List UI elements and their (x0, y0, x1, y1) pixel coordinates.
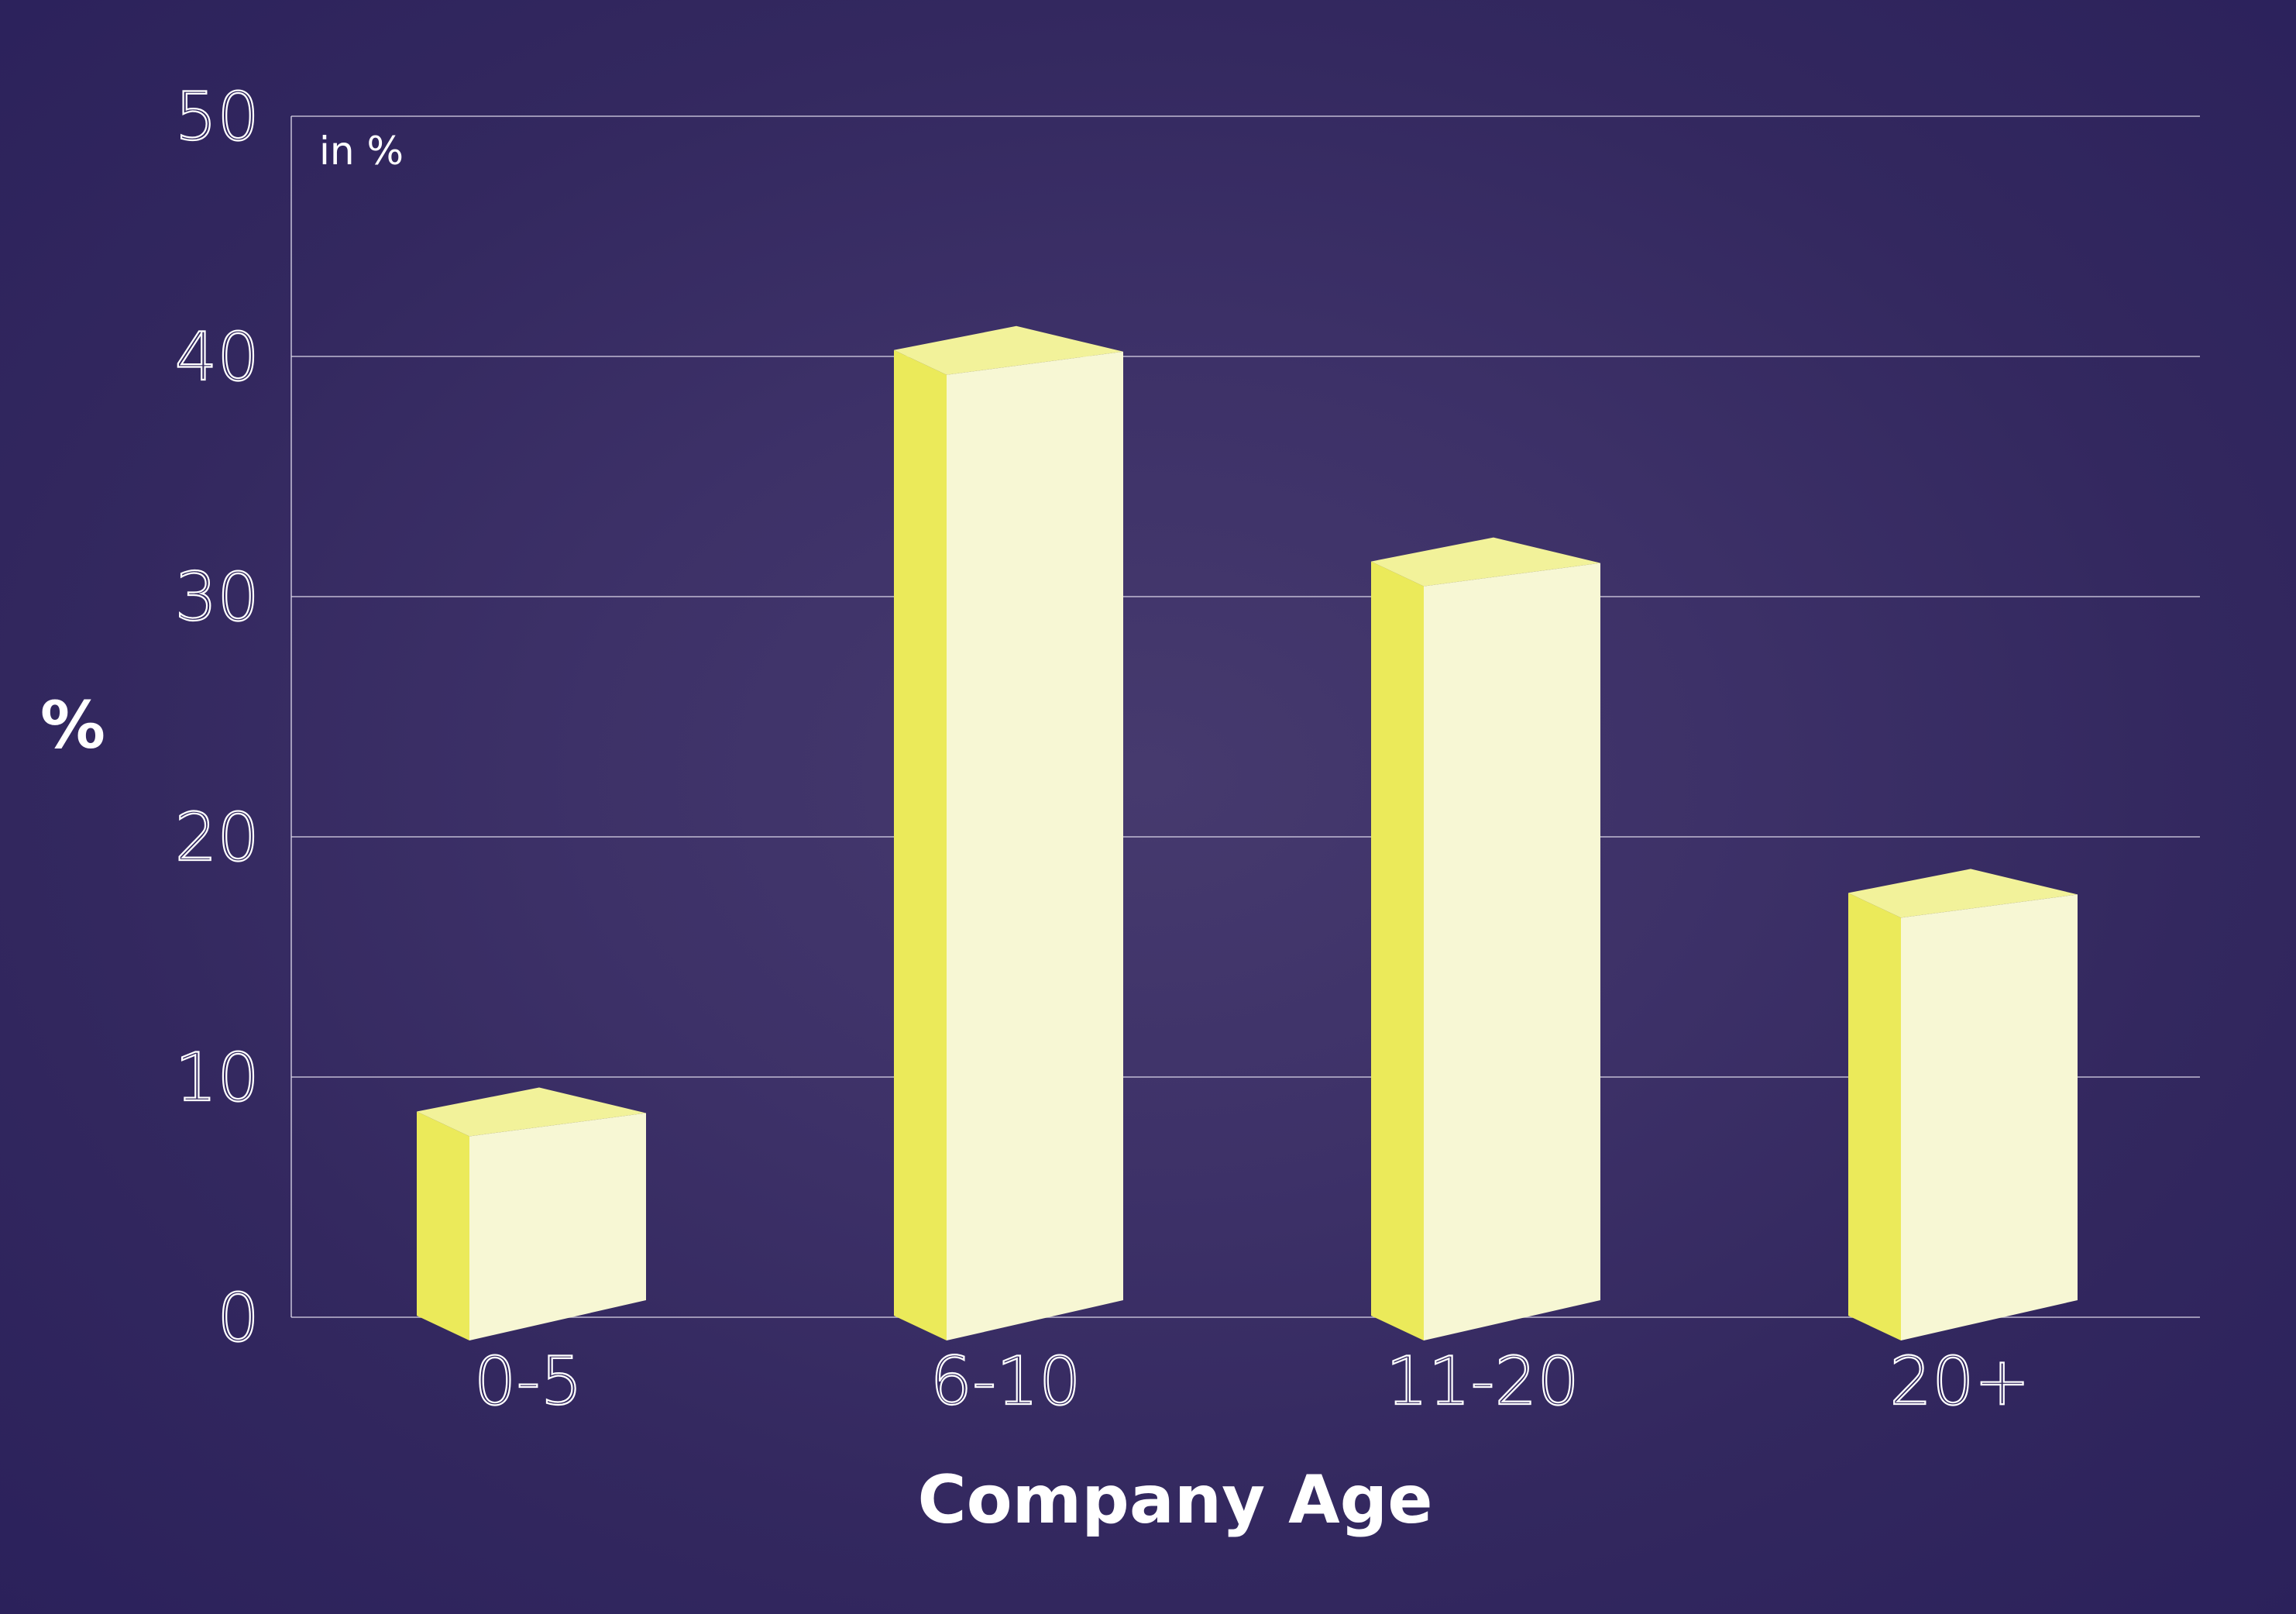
bar-front-face (1424, 563, 1600, 1340)
y-tick-label: 30 (175, 559, 260, 636)
x-tick-label: 20+ (1889, 1343, 2030, 1420)
y-tick-label: 40 (175, 318, 260, 396)
x-tick-labels: 0-5 6-10 11-20 20+ (473, 1342, 2031, 1421)
bar-top-face (1848, 869, 2078, 918)
x-axis-title: Company Age (917, 1461, 1432, 1539)
bar (417, 1087, 646, 1340)
y-tick-label: 10 (175, 1039, 260, 1117)
x-tick-label: 0-5 (474, 1343, 583, 1420)
unit-note: in % (319, 129, 404, 174)
y-tick-labels: 0 10 20 30 40 50 (174, 77, 260, 1358)
x-tick-label: 11-20 (1386, 1343, 1579, 1420)
bar-top-face (894, 325, 1123, 375)
bar (1848, 869, 2078, 1340)
bar-side-face (1371, 561, 1424, 1340)
bar-front-face (947, 351, 1123, 1340)
bar-side-face (417, 1111, 469, 1340)
bar (894, 325, 1123, 1340)
bar-top-face (417, 1087, 646, 1137)
y-tick-label: 50 (175, 78, 260, 156)
bar (1371, 537, 1600, 1340)
bar-side-face (1848, 893, 1901, 1340)
bars (417, 325, 2078, 1340)
bar-front-face (469, 1113, 646, 1340)
gridlines (290, 115, 2200, 1318)
x-tick-label: 6-10 (930, 1343, 1081, 1420)
y-tick-label: 20 (175, 799, 260, 876)
bar-top-face (1371, 537, 1600, 587)
y-tick-label: 0 (217, 1279, 260, 1357)
bar-front-face (1901, 894, 2078, 1340)
bar-side-face (894, 349, 947, 1340)
y-axis-title: % (40, 687, 105, 763)
